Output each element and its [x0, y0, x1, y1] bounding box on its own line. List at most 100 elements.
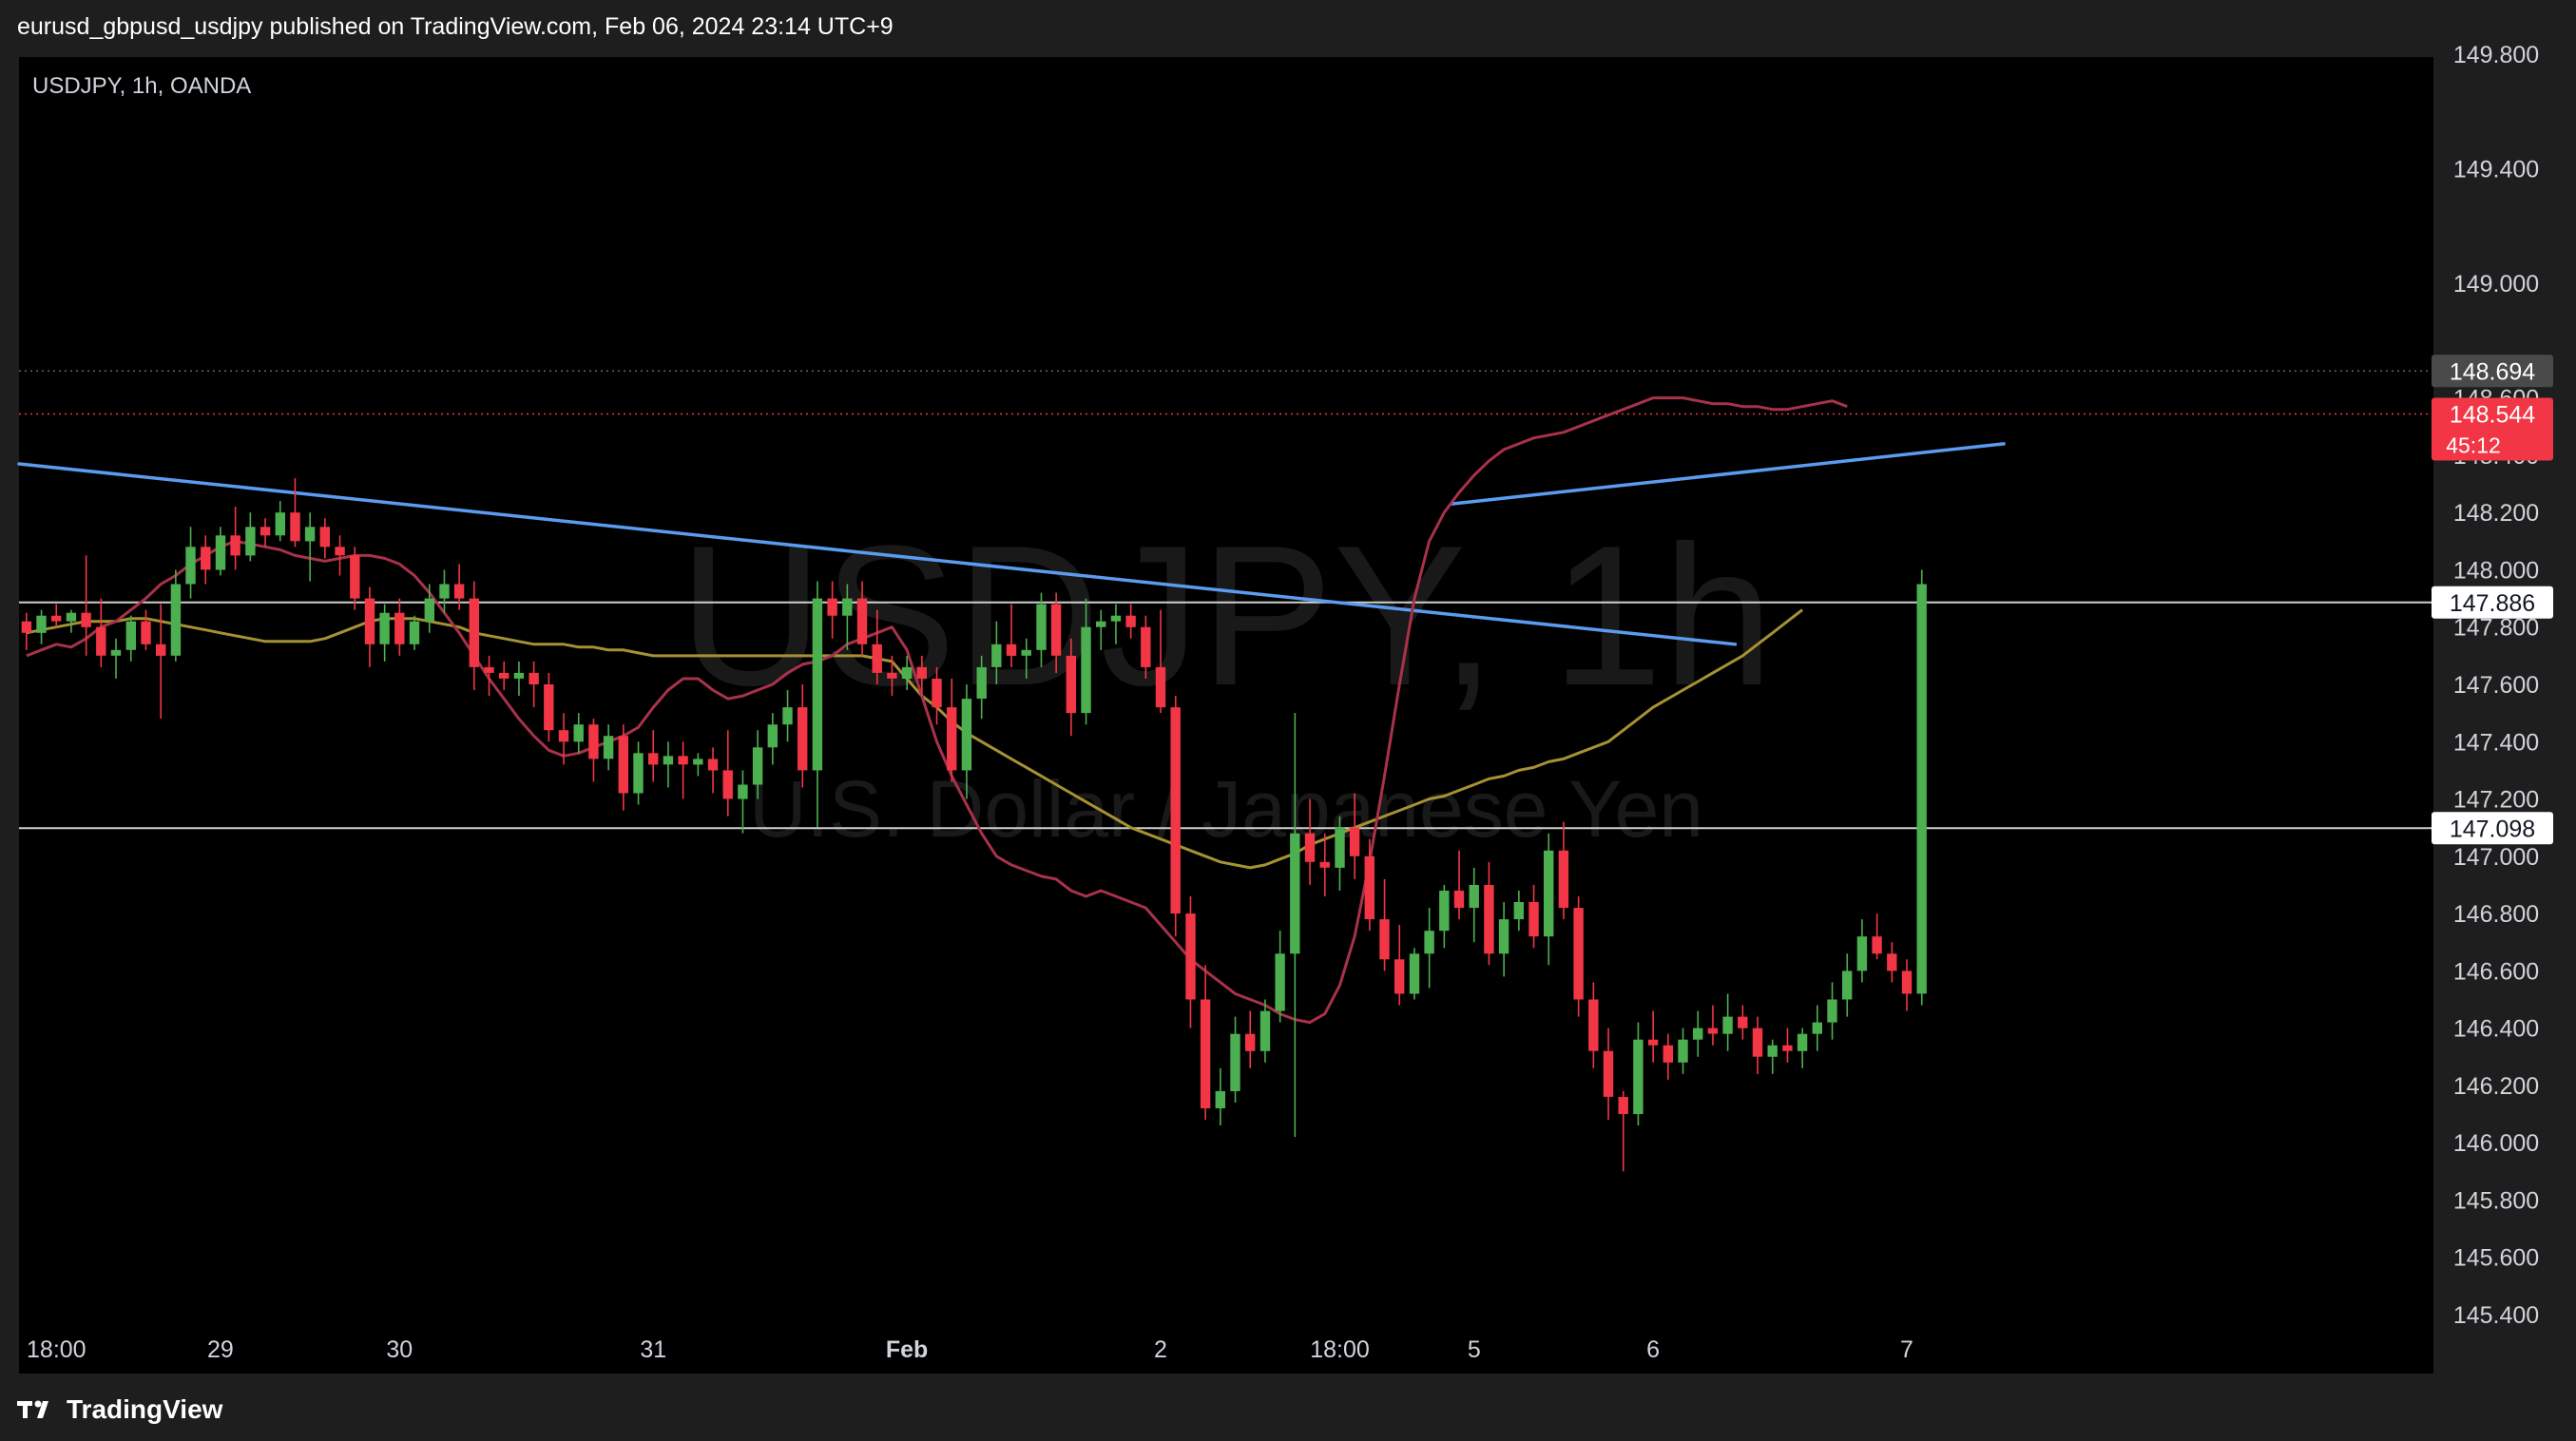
candle-body [1275, 953, 1285, 1011]
candle-body [1872, 936, 1882, 954]
candle [1125, 604, 1136, 639]
candle [1364, 838, 1375, 932]
candle [1275, 931, 1285, 1023]
countdown-text: 45:12 [2446, 433, 2501, 458]
candle-body [1558, 850, 1569, 909]
candle [379, 604, 390, 662]
candlestick-chart[interactable]: USDJPY, 1h U.S. Dollar / Japanese Yen US… [0, 0, 2576, 1374]
price-labels: 148.694 148.544 45:12 147.886 147.098 [2432, 355, 2553, 845]
candle [1767, 1039, 1778, 1074]
price-scale[interactable] [2433, 57, 2576, 1374]
candle [290, 478, 300, 548]
footer: TradingView [0, 1374, 2576, 1441]
candle [842, 584, 853, 650]
candle-body [201, 547, 211, 570]
candle [1693, 1010, 1703, 1057]
candle [439, 569, 450, 613]
candle [1349, 793, 1360, 879]
y-tick-label: 145.400 [2453, 1302, 2539, 1329]
candle [81, 555, 91, 656]
candle [856, 581, 868, 656]
trendlines [17, 442, 2006, 646]
candle [1081, 598, 1091, 725]
candle-body [1528, 902, 1539, 937]
candle-body [1185, 913, 1196, 1000]
candle [1469, 867, 1479, 943]
candle [827, 581, 837, 639]
y-tick-label: 148.000 [2453, 558, 2539, 585]
candle [453, 564, 465, 610]
candle [1633, 1022, 1644, 1126]
trendline-0 [17, 462, 1738, 646]
candle [916, 655, 927, 697]
candle-body [1498, 919, 1509, 954]
candle-body [1409, 953, 1420, 994]
candle-body [1319, 861, 1330, 868]
candle-body [379, 612, 390, 644]
candle-body [1513, 902, 1524, 920]
candle-body [1259, 1010, 1271, 1051]
candle-body [1901, 970, 1913, 994]
candle-body [1693, 1028, 1703, 1040]
y-tick-label: 147.200 [2453, 787, 2539, 814]
candle [1588, 982, 1599, 1068]
candle [1603, 1028, 1614, 1121]
candle [618, 724, 628, 811]
candle [335, 535, 345, 576]
candle [170, 569, 182, 662]
candle [663, 741, 674, 788]
candle-body [1021, 649, 1031, 656]
candle-body [1722, 1016, 1733, 1034]
ma-fast-line [26, 396, 1848, 1025]
candle-body [1603, 1050, 1614, 1097]
candle-body [752, 747, 763, 785]
candle-body [1588, 999, 1599, 1051]
candle-body [1544, 850, 1554, 937]
candle-body [856, 598, 868, 644]
candle [887, 655, 897, 697]
candle [1856, 919, 1868, 983]
candle-body [1856, 936, 1868, 971]
candle [499, 661, 509, 691]
candle-body [350, 555, 360, 599]
candle [991, 621, 1002, 684]
y-tick-label: 145.600 [2453, 1245, 2539, 1272]
y-tick-label: 149.800 [2453, 42, 2539, 68]
tradingview-logo[interactable]: TradingView [17, 1394, 222, 1425]
candle [1618, 1090, 1628, 1172]
candle-body [1678, 1039, 1688, 1063]
candle [1528, 884, 1539, 949]
candle [275, 501, 285, 542]
candle [1872, 913, 1882, 960]
candle [1335, 816, 1345, 891]
x-tick-label: 7 [1900, 1336, 1913, 1363]
x-tick-label: 2 [1154, 1336, 1167, 1363]
candle-body [1647, 1039, 1659, 1046]
brand-name: TradingView [67, 1394, 223, 1424]
candle [722, 730, 733, 817]
candle [648, 730, 659, 782]
candle [1424, 908, 1434, 989]
candle [1498, 902, 1509, 977]
candle-body [693, 759, 703, 765]
candle-body [1782, 1045, 1793, 1051]
candle-body [618, 736, 628, 794]
candle [558, 713, 569, 765]
candle-body [722, 770, 733, 799]
candle-body [215, 535, 226, 570]
symbol-label: USDJPY, 1h, OANDA [32, 73, 251, 99]
candle-body [976, 666, 987, 699]
candle [364, 586, 375, 667]
candle [1215, 1067, 1225, 1126]
candle-body [573, 724, 584, 742]
candle-body [1797, 1033, 1808, 1051]
candle [1842, 953, 1853, 1017]
candle-body [767, 724, 778, 748]
y-tick-label: 148.200 [2453, 500, 2539, 527]
candle-body [1484, 885, 1494, 954]
candle-body [304, 527, 316, 542]
candle-body [648, 753, 659, 765]
candle [1394, 925, 1405, 1006]
candle-body [290, 512, 300, 542]
candles [21, 478, 1927, 1172]
